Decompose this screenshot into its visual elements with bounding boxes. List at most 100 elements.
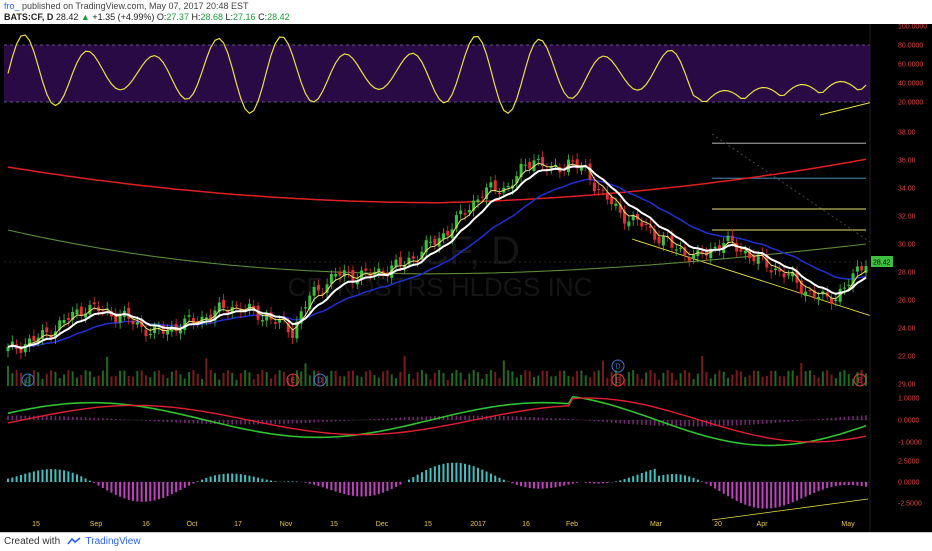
- date-axis-label: Dec: [376, 521, 389, 528]
- histogram-bar: [171, 482, 173, 494]
- volume-bar: [154, 371, 156, 386]
- volume-bar: [822, 371, 824, 386]
- volume-bar: [11, 373, 13, 386]
- histogram-bar: [365, 482, 367, 496]
- histogram-bar: [373, 482, 375, 495]
- volume-bar: [63, 374, 65, 386]
- histogram-pane[interactable]: [4, 463, 870, 520]
- candle: [119, 309, 122, 328]
- histogram-bar: [50, 469, 52, 482]
- histogram-bar: [201, 480, 203, 482]
- price-axis-label: 22.00: [898, 354, 916, 361]
- hist-axis-label: -2.5000: [898, 501, 922, 508]
- histogram-bar: [757, 482, 759, 508]
- volume-bar: [421, 370, 423, 386]
- histogram-bar: [408, 480, 410, 482]
- candle: [800, 276, 803, 298]
- volume-bar: [576, 371, 578, 386]
- histogram-bar: [796, 482, 798, 501]
- histogram-bar: [102, 482, 104, 488]
- histogram-bar: [451, 463, 453, 482]
- svg-text:E: E: [858, 378, 863, 385]
- stoch-axis-label: 20.0000: [898, 100, 923, 107]
- histogram-bar: [54, 469, 56, 482]
- macd-hist-bar: [753, 420, 755, 424]
- volume-bar: [309, 375, 311, 386]
- volume-bar: [516, 378, 518, 386]
- macd-hist-bar: [270, 420, 272, 424]
- volume-bar: [787, 371, 789, 386]
- volume-bar: [572, 377, 574, 386]
- histogram-bar: [447, 463, 449, 482]
- macd-hist-bar: [529, 417, 531, 420]
- volume-bar: [214, 373, 216, 386]
- histogram-bar: [192, 482, 194, 483]
- histogram-bar: [481, 470, 483, 482]
- histogram-bar: [356, 482, 358, 496]
- histogram-bar: [555, 482, 557, 487]
- change-value: +1.35 (+4.99%): [92, 12, 154, 22]
- macd-hist-bar: [395, 418, 397, 420]
- event-marker[interactable]: E: [612, 374, 624, 386]
- candle: [192, 313, 195, 329]
- stochastic-pane[interactable]: [4, 35, 885, 115]
- histogram-bar: [41, 470, 43, 482]
- histogram-bar: [119, 482, 121, 497]
- volume-bar: [54, 372, 56, 386]
- price-axis-label: 36.00: [898, 158, 916, 165]
- histogram-bar: [632, 476, 634, 482]
- volume-bar: [503, 360, 505, 386]
- volume-bar: [731, 375, 733, 386]
- stoch-axis-label: 80.0000: [898, 43, 923, 50]
- macd-hist-bar: [236, 420, 238, 424]
- volume-bar: [110, 376, 112, 386]
- macd-hist-bar: [632, 420, 634, 424]
- histogram-bar: [434, 466, 436, 482]
- histogram-bar: [654, 469, 656, 482]
- volume-bar: [714, 374, 716, 386]
- histogram-bar: [257, 478, 259, 482]
- volume-bar: [839, 372, 841, 386]
- event-marker[interactable]: D: [22, 374, 34, 386]
- volume-bar: [223, 373, 225, 386]
- histogram-bar: [568, 482, 570, 485]
- volume-bar: [455, 370, 457, 386]
- event-marker[interactable]: D: [314, 374, 326, 386]
- volume-bar: [818, 378, 820, 386]
- symbol-label[interactable]: BATS:CF, D: [4, 12, 53, 22]
- sma200-line: [8, 159, 866, 202]
- histogram-bar: [606, 482, 608, 483]
- volume-bar: [598, 370, 600, 386]
- open-value: 27.37: [166, 12, 189, 22]
- price-axis[interactable]: 100.000080.000060.000040.000020.000038.0…: [870, 24, 932, 532]
- macd-hist-bar: [287, 420, 289, 424]
- author-link[interactable]: fro_: [4, 1, 20, 11]
- histogram-bar: [266, 480, 268, 482]
- histogram-bar: [175, 482, 177, 492]
- macd-hist-bar: [339, 420, 341, 421]
- macd-hist-bar: [300, 420, 302, 423]
- macd-hist-bar: [727, 420, 729, 426]
- volume-bar: [658, 380, 660, 386]
- volume-bar: [192, 370, 194, 386]
- tradingview-link[interactable]: TradingView: [86, 536, 141, 547]
- macd-hist-bar: [68, 417, 70, 420]
- event-marker[interactable]: E: [854, 374, 866, 386]
- price-axis-label: 34.00: [898, 186, 916, 193]
- histogram-bar: [779, 482, 781, 507]
- volume-bar: [46, 374, 48, 386]
- histogram-bar: [835, 482, 837, 486]
- macd-pane[interactable]: [4, 397, 870, 446]
- volume-bar: [378, 378, 380, 386]
- histogram-bar: [826, 482, 828, 488]
- macd-hist-bar: [503, 416, 505, 420]
- candle: [114, 308, 117, 328]
- event-marker[interactable]: D: [612, 360, 624, 372]
- histogram-bar: [749, 482, 751, 506]
- histogram-bar: [158, 482, 160, 499]
- date-axis-label: 16: [522, 521, 530, 528]
- histogram-bar: [468, 465, 470, 482]
- histogram-bar: [645, 472, 647, 482]
